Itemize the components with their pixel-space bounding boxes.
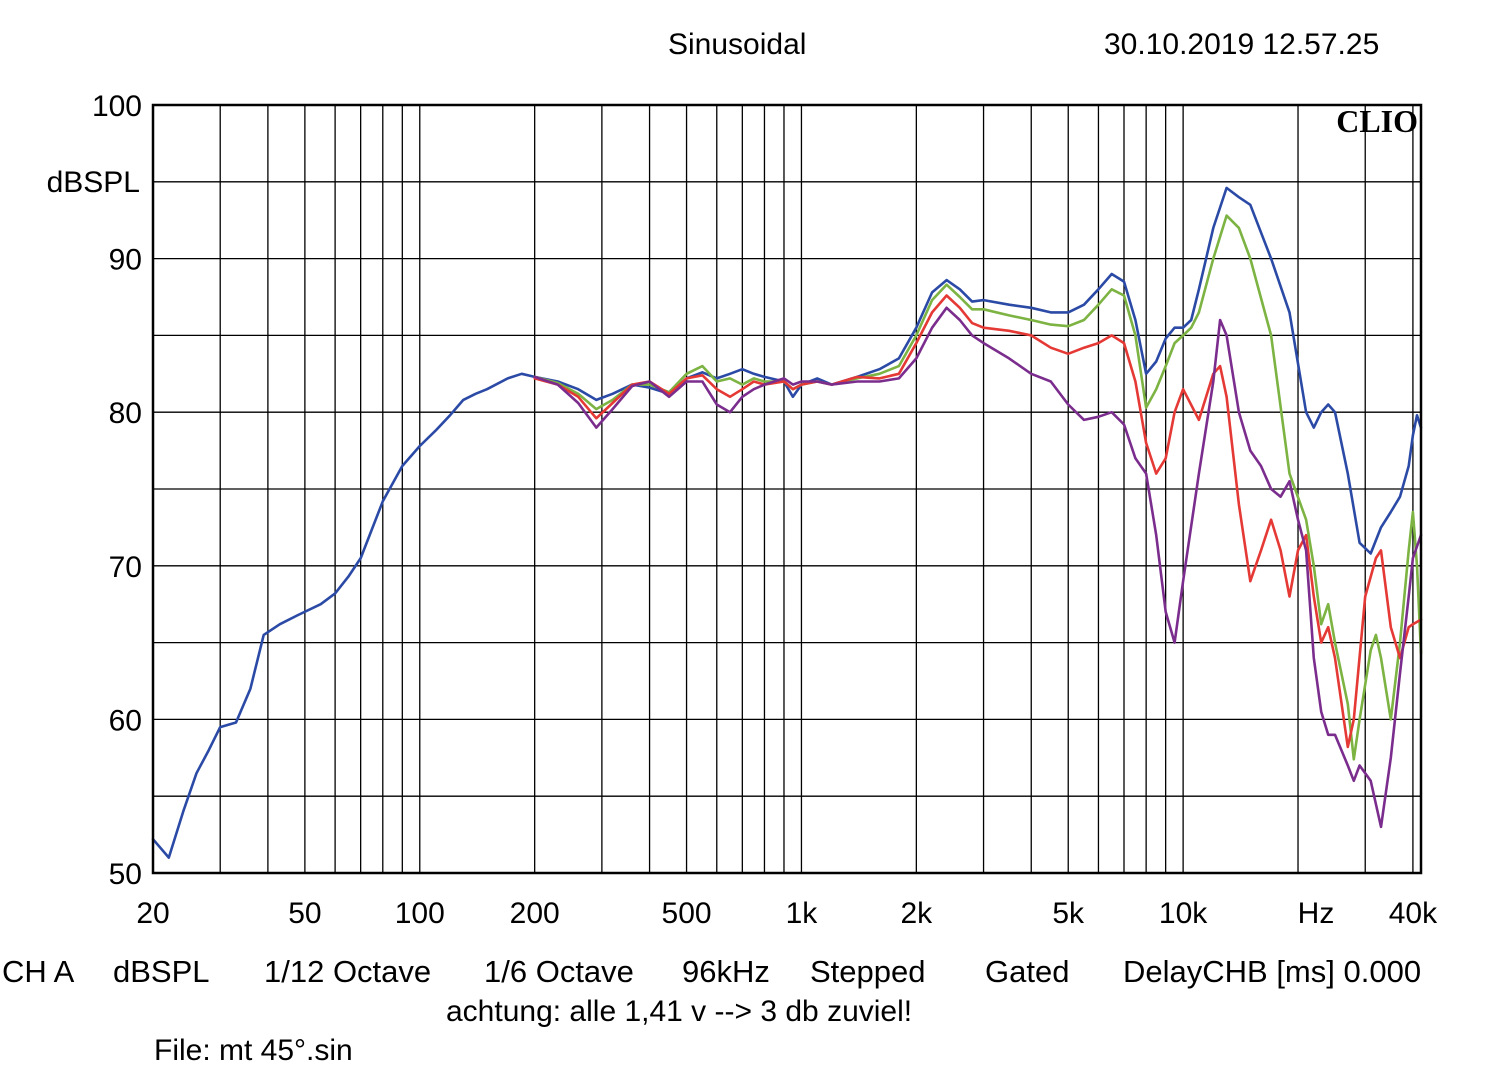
measurement-note: achtung: alle 1,41 v --> 3 db zuviel!: [446, 995, 913, 1028]
y-tick-label: 50: [109, 858, 142, 891]
chart-title: Sinusoidal: [668, 28, 807, 61]
file-name: File: mt 45°.sin: [154, 1034, 353, 1067]
footer-gating: Gated: [985, 954, 1070, 989]
footer-unit: dBSPL: [113, 954, 210, 989]
series-layer: [151, 186, 1423, 859]
timestamp: 30.10.2019 12.57.25: [1104, 28, 1380, 61]
x-tick-label: 200: [510, 897, 560, 930]
y-axis-label: dBSPL: [47, 166, 140, 199]
footer-settings: CH A dBSPL 1/12 Octave 1/6 Octave 96kHz …: [0, 956, 1500, 996]
y-tick-label: 60: [109, 704, 142, 737]
x-tick-label: 20: [136, 897, 169, 930]
x-tick-label: 2k: [901, 897, 934, 930]
x-tick-label: 100: [395, 897, 445, 930]
footer-channel: CH A: [2, 954, 75, 989]
footer-delay: DelayCHB [ms] 0.000: [1123, 954, 1422, 989]
x-tick-label: 500: [662, 897, 712, 930]
x-tick-label: 40k: [1389, 897, 1438, 930]
series-line-3: [533, 294, 1423, 749]
x-tick-label: 5k: [1052, 897, 1085, 930]
y-tick-label: 70: [109, 551, 142, 584]
series-line-1: [151, 186, 1423, 859]
clio-logo-text: CLIO: [1336, 103, 1418, 139]
footer-samplerate: 96kHz: [682, 954, 770, 989]
x-tick-label: 10k: [1159, 897, 1208, 930]
x-axis-unit-label: Hz: [1298, 897, 1335, 930]
x-axis-ticks: 20 50 100 200 500 1k 2k 5k 10k 40k: [136, 897, 1438, 930]
x-tick-label: 50: [288, 897, 321, 930]
footer-smoothing: 1/12 Octave: [264, 954, 432, 989]
x-tick-label: 1k: [786, 897, 819, 930]
series-line-2: [533, 214, 1423, 761]
y-tick-label: 90: [109, 244, 142, 277]
y-tick-label: 80: [109, 397, 142, 430]
y-tick-label: 100: [92, 90, 142, 123]
y-axis-ticks: 100 90 80 70 60 50: [92, 90, 142, 891]
footer-resolution: 1/6 Octave: [484, 954, 634, 989]
plot-frame: [151, 103, 1423, 875]
grid-lines: [153, 105, 1421, 873]
footer-mode: Stepped: [810, 954, 926, 989]
series-line-4: [533, 306, 1423, 829]
